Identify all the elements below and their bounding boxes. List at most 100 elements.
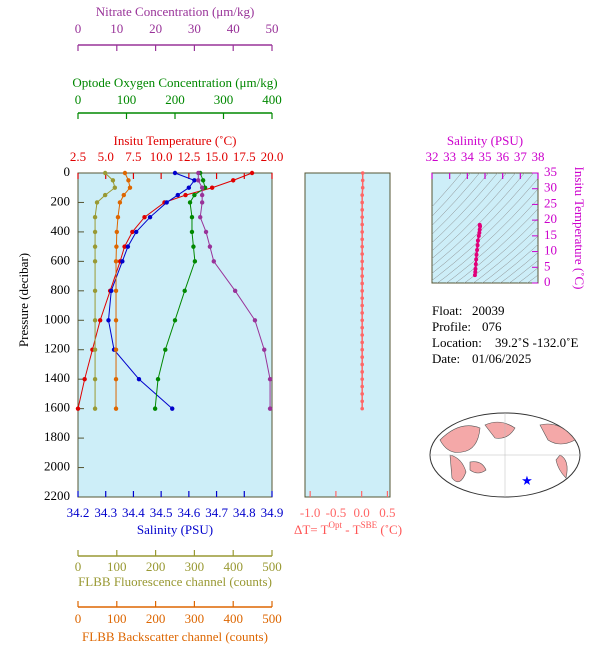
delta-point [360,252,364,256]
x-tick-label: 34 [461,149,475,164]
delta-point [360,399,364,404]
x-tick-label: 15.0 [205,149,228,164]
land [555,454,568,479]
float-marker: ★ [521,473,533,488]
x-tick-label: 300 [185,611,205,626]
profile-point [142,214,147,220]
ts-y-label: Insitu Temperature (˚C) [572,166,587,289]
x-tick-label: 35 [479,149,492,164]
profile-point [192,259,198,264]
density-contour [473,227,538,283]
y-tick-label: 20 [544,211,557,226]
profile-point [127,185,133,190]
x-tick-label: 10.0 [150,149,173,164]
ts-point [475,238,480,243]
x-tick-label: 40 [227,21,240,36]
y-tick-label: 1600 [44,400,70,415]
profile-point [130,229,135,235]
world-map: ★ [429,412,581,498]
x-tick-label: 34.6 [177,505,200,520]
profile-point [192,178,197,183]
profile-point [196,170,201,176]
profile-point [134,229,139,235]
delta-point [360,392,364,396]
axis-title: Insitu Temperature (˚C) [113,133,236,148]
x-tick-label: 5.0 [98,149,114,164]
profile-point [199,185,205,190]
y-axis-label: Pressure (decibar) [16,253,31,347]
x-tick-label: 34.3 [94,505,117,520]
x-tick-label: 2.5 [70,149,86,164]
profile-point [82,376,87,382]
x-tick-label: 0 [75,559,82,574]
x-tick-label: 0 [75,92,82,107]
delta-point [360,340,364,345]
info-value: 39.2˚S -132.0˚E [495,335,578,350]
profile-line [107,172,196,410]
y-tick-label: 2200 [44,488,70,503]
axis-title: FLBB Backscatter channel (counts) [82,629,268,644]
profile-point [113,376,119,382]
info-value: 01/06/2025 [472,351,531,366]
x-tick-label: 200 [146,611,166,626]
x-tick-label: 12.5 [177,149,200,164]
x-tick-label: 500 [262,611,282,626]
profile-point [112,185,118,190]
ts-point [474,257,479,262]
density-contour [432,173,462,208]
delta-point [360,406,364,411]
delta-point [360,185,365,190]
ts-point [475,243,480,248]
y-tick-label: 5 [544,258,551,273]
x-tick-label: 500 [262,559,282,574]
density-contour [432,173,525,267]
y-tick-label: 800 [51,282,71,297]
profile-point [122,244,127,249]
delta-point [360,230,364,234]
info-value: 20039 [472,303,505,318]
x-tick-label: 400 [223,559,243,574]
profile-point [109,288,114,294]
y-tick-label: 2000 [44,459,70,474]
x-tick-label: 34.7 [205,505,228,520]
delta-point [360,362,364,367]
delta-point [360,222,364,227]
profile-point [113,288,119,294]
axis-title: Optode Oxygen Concentration (μm/kg) [72,75,277,90]
profile-point [115,214,121,220]
delta-point [360,318,364,323]
delta-point [360,377,364,381]
delta-point [360,171,365,175]
profile-point [113,406,119,411]
axis-title: Salinity (PSU) [137,522,213,537]
ts-point [473,266,478,271]
x-tick-label: 300 [185,559,205,574]
x-tick-label: 20 [149,21,162,36]
profile-point [232,288,238,294]
profile-point [136,376,142,382]
land [449,454,467,483]
profile-point [249,170,255,176]
profile-point [147,214,153,220]
land [439,425,481,453]
ts-point [477,227,482,232]
label-sup: SBE [361,520,378,530]
density-contour [432,173,471,217]
density-contour [500,252,538,283]
density-contour [518,267,538,283]
x-tick-label: 300 [214,92,234,107]
profile-point [172,170,178,176]
profile-point [196,178,201,183]
profile-line [77,172,253,409]
profile-point [186,185,192,190]
profile-plot-area [77,172,273,498]
profile-point [120,259,125,264]
delta-plot-area [304,172,391,498]
profile-point [114,229,120,235]
profile-point [92,229,98,235]
delta-point [360,303,364,308]
y-tick-label: 400 [51,223,71,238]
density-contours [432,173,538,283]
x-tick-label: 20.0 [261,149,284,164]
